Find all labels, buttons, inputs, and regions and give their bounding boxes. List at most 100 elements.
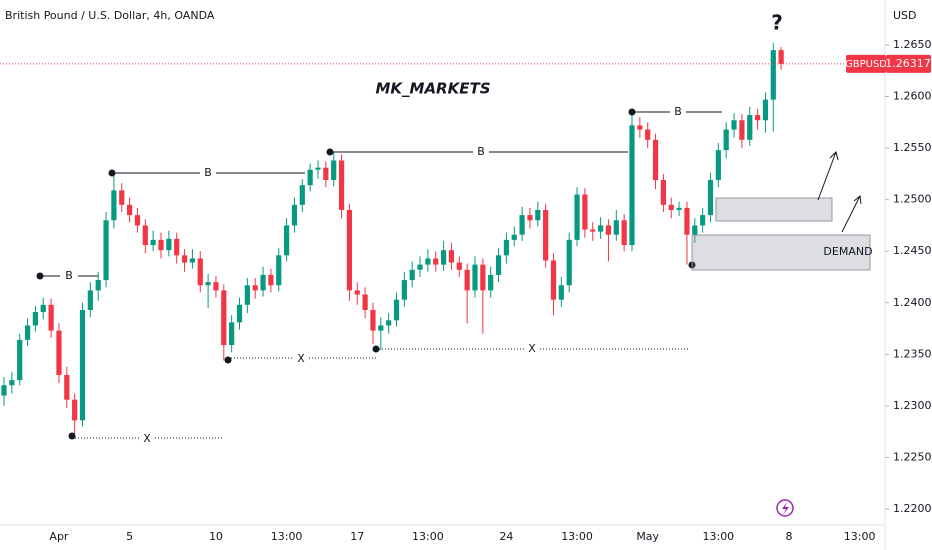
candle-body: [747, 115, 753, 140]
candle-body: [707, 180, 714, 216]
candle-body: [307, 169, 313, 186]
candle-body: [723, 129, 729, 151]
candle-body: [56, 330, 62, 375]
x-tick-label: 13:00: [844, 530, 876, 543]
candle-body: [299, 185, 305, 205]
candle-body: [448, 250, 455, 263]
candle-body: [668, 204, 674, 210]
watermark: MK_MARKETS: [375, 80, 490, 98]
x-tick-label: 10: [209, 530, 223, 543]
candle-body: [574, 194, 580, 240]
candle-body: [111, 190, 117, 221]
y-tick-label: 1.22000: [893, 502, 932, 515]
break-label: B: [65, 269, 73, 282]
candle-body: [613, 220, 619, 235]
candle-body: [276, 255, 282, 286]
candle-body: [511, 234, 517, 240]
zone-label: DEMAND: [823, 245, 872, 258]
candle-body: [590, 229, 596, 232]
y-tick-label: 1.22500: [893, 450, 932, 463]
y-tick-label: 1.25500: [893, 141, 932, 154]
candle-body: [252, 285, 258, 291]
candle-body: [213, 282, 219, 291]
candle-body: [598, 225, 604, 232]
price-tag: [886, 54, 931, 73]
candle-body: [119, 190, 125, 205]
break-label: B: [477, 145, 485, 158]
candle-body: [393, 299, 400, 321]
candle-body: [354, 290, 360, 295]
x-tick-label: 17: [350, 530, 364, 543]
candle-body: [103, 220, 109, 281]
y-tick-label: 1.26500: [893, 38, 932, 51]
candle-body: [770, 50, 776, 100]
candle-body: [739, 120, 745, 140]
candle-body: [503, 239, 509, 256]
candle-body: [40, 304, 46, 313]
candle-body: [550, 260, 557, 300]
candle-body: [205, 282, 211, 286]
candle-body: [558, 285, 564, 300]
candle-body: [409, 269, 415, 281]
candle-body: [197, 258, 203, 286]
y-tick-label: 1.23000: [893, 399, 932, 412]
candle-body: [236, 304, 243, 323]
candle-body: [456, 262, 462, 270]
candle-body: [762, 99, 769, 121]
candle-body: [605, 225, 612, 235]
candle-body: [284, 225, 290, 256]
candle-body: [72, 399, 78, 421]
candle-body: [134, 215, 141, 226]
candle-body: [291, 204, 298, 226]
break-label: B: [674, 105, 682, 118]
candle-body: [621, 220, 627, 246]
low-label: X: [528, 342, 536, 355]
candle-body: [582, 194, 588, 230]
point: [68, 432, 76, 440]
candle-body: [158, 239, 164, 251]
x-tick-label: 13:00: [271, 530, 303, 543]
question-mark: ?: [771, 11, 783, 35]
candle-body: [660, 180, 666, 205]
candle-body: [166, 238, 172, 251]
candle-body: [425, 258, 431, 265]
candle-body: [260, 274, 266, 291]
candle-body: [652, 139, 659, 181]
price-tag-label: 1.26317: [885, 57, 931, 70]
candle-body: [417, 264, 423, 270]
point: [224, 356, 232, 364]
candle-body: [331, 160, 337, 181]
candle-body: [433, 258, 439, 265]
arrow: [841, 195, 862, 233]
candle-body: [24, 325, 31, 340]
y-tick-label: 1.23500: [893, 347, 932, 360]
candle-body: [715, 150, 721, 181]
candle-body: [362, 294, 368, 310]
candle-body: [378, 325, 384, 331]
candle-body: [441, 250, 447, 265]
candle-body: [181, 255, 188, 263]
break-label: B: [204, 166, 212, 179]
candle-body: [629, 125, 635, 246]
candle-body: [323, 167, 329, 181]
candle-body: [315, 167, 321, 170]
candle-body: [229, 322, 235, 346]
candle-body: [142, 225, 148, 246]
candle-body: [1, 385, 7, 396]
y-tick-label: 1.24000: [893, 296, 932, 309]
y-tick-label: 1.26000: [893, 90, 932, 103]
candle-body: [464, 269, 470, 291]
low-label: X: [297, 352, 305, 365]
candle-body: [9, 380, 15, 386]
currency-label: USD: [893, 9, 917, 22]
candle-body: [221, 290, 227, 346]
candle-body: [700, 215, 706, 226]
candle-body: [338, 160, 345, 210]
candle-body: [692, 225, 698, 235]
candle-body: [755, 115, 761, 121]
candle-body: [95, 280, 101, 291]
candle-body: [79, 309, 86, 421]
x-tick-label: 8: [786, 530, 793, 543]
symbol-tag-label: GBPUSD: [845, 59, 887, 70]
